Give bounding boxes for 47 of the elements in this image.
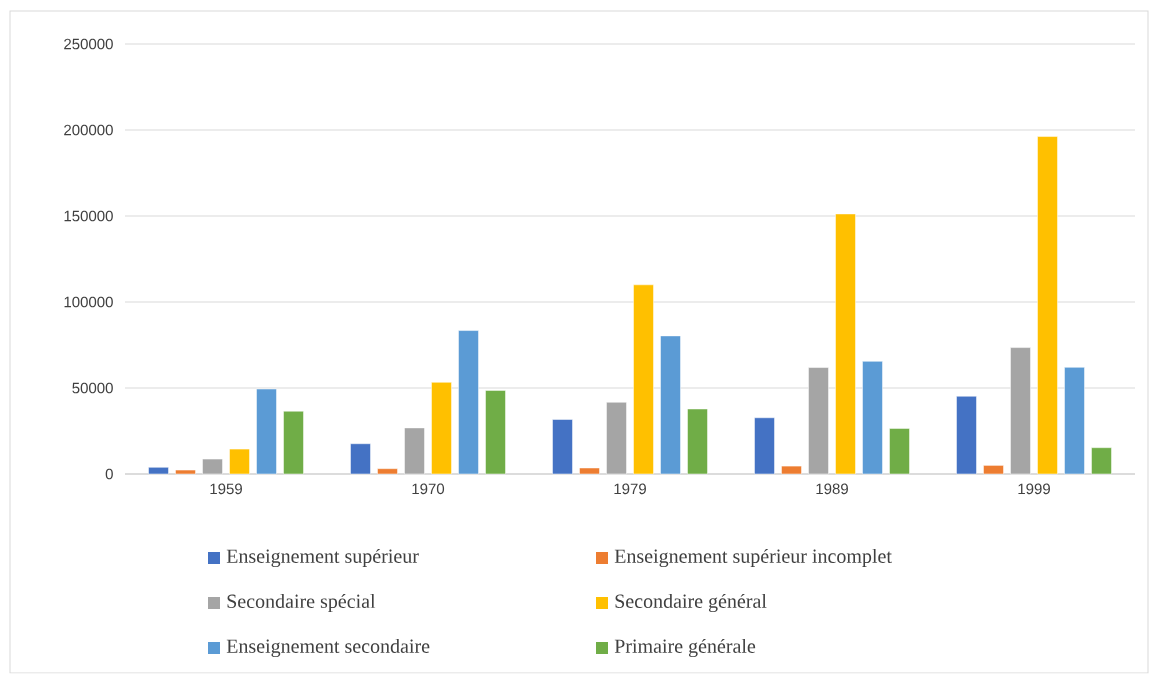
x-tick-label: 1959 <box>210 483 242 495</box>
legend-label: Enseignement secondaire <box>226 638 430 658</box>
y-tick-label: 100000 <box>64 296 113 308</box>
bar <box>283 410 304 475</box>
bar <box>889 428 910 475</box>
bar <box>983 465 1004 475</box>
bar <box>229 448 250 475</box>
bar <box>687 408 708 475</box>
bar <box>1064 367 1085 475</box>
bar <box>404 427 425 475</box>
bar <box>956 396 977 475</box>
bar <box>579 467 600 475</box>
bar <box>485 390 506 475</box>
y-tick-label: 50000 <box>72 382 113 394</box>
bar <box>458 330 479 475</box>
bar <box>377 468 398 475</box>
x-tick-label: 1999 <box>1018 483 1050 495</box>
y-tick-label: 250000 <box>64 38 113 50</box>
bar <box>175 469 196 475</box>
bar <box>754 417 775 475</box>
y-tick-label: 0 <box>105 468 113 480</box>
x-tick-label: 1979 <box>614 483 646 495</box>
bar <box>862 361 883 475</box>
x-tick-label: 1989 <box>816 483 848 495</box>
bar <box>606 402 627 475</box>
bar <box>1091 447 1112 475</box>
legend-label: Secondaire général <box>615 593 767 613</box>
bar <box>350 443 371 475</box>
bar <box>256 388 277 475</box>
bar <box>431 382 452 475</box>
bar <box>781 465 802 475</box>
bar <box>1037 136 1058 475</box>
bar <box>148 467 169 475</box>
bar <box>835 213 856 475</box>
legend-label: Secondaire spécial <box>227 593 376 613</box>
bar <box>660 335 681 475</box>
y-tick-label: 150000 <box>64 210 113 222</box>
bar <box>808 367 829 475</box>
x-tick-label: 1970 <box>412 483 445 495</box>
legend-label: Primaire générale <box>614 638 756 658</box>
bar <box>202 458 223 475</box>
legend-label: Enseignement supérieur incomplet <box>614 548 892 568</box>
legend-label: Enseignement supérieur <box>226 548 419 568</box>
bar <box>633 284 654 475</box>
bar <box>552 419 573 475</box>
bar <box>1010 347 1031 475</box>
y-tick-label: 200000 <box>64 124 113 136</box>
